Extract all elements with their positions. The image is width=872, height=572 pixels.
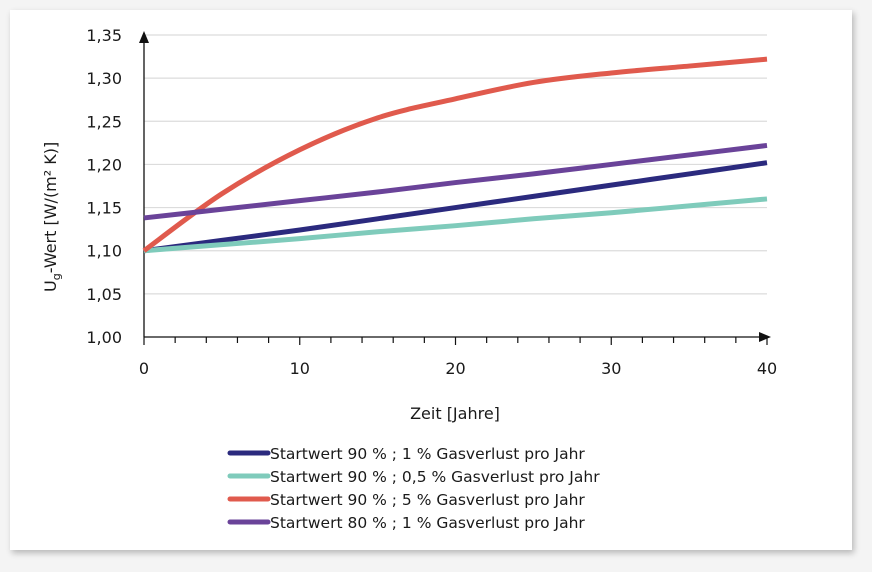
x-tick-label: 10 xyxy=(290,359,310,378)
y-axis-title: Ug-Wert [W/(m² K)] xyxy=(41,142,63,292)
x-tick-label: 0 xyxy=(139,359,149,378)
y-title-main: U xyxy=(41,280,60,292)
series-line-3 xyxy=(143,142,768,221)
y-tick-label: 1,25 xyxy=(86,112,122,131)
series-line-1 xyxy=(143,196,768,254)
chart-card xyxy=(10,10,852,550)
x-axis-arrow xyxy=(759,332,771,342)
legend-label: Startwert 90 % ; 1 % Gasverlust pro Jahr xyxy=(270,445,585,463)
y-tick-label: 1,35 xyxy=(86,26,122,45)
y-tick-label: 1,00 xyxy=(86,328,122,347)
y-tick-label: 1,05 xyxy=(86,285,122,304)
y-tick-label: 1,10 xyxy=(86,242,122,261)
x-tick-label: 40 xyxy=(757,359,777,378)
y-tick-label: 1,20 xyxy=(86,155,122,174)
x-tick-label: 20 xyxy=(445,359,465,378)
y-tick-label: 1,30 xyxy=(86,69,122,88)
y-tick-label: 1,15 xyxy=(86,199,122,218)
series-line-0 xyxy=(143,160,768,254)
legend-label: Startwert 90 % ; 5 % Gasverlust pro Jahr xyxy=(270,491,585,509)
y-title-rest: -Wert [W/(m² K)] xyxy=(41,142,60,274)
y-title-subscript: g xyxy=(50,273,63,280)
legend-label: Startwert 90 % ; 0,5 % Gasverlust pro Ja… xyxy=(270,468,600,486)
series-line-2 xyxy=(142,56,768,253)
y-axis-arrow xyxy=(139,31,149,43)
x-tick-label: 30 xyxy=(601,359,621,378)
x-axis-title: Zeit [Jahre] xyxy=(410,404,500,423)
legend-label: Startwert 80 % ; 1 % Gasverlust pro Jahr xyxy=(270,514,585,532)
